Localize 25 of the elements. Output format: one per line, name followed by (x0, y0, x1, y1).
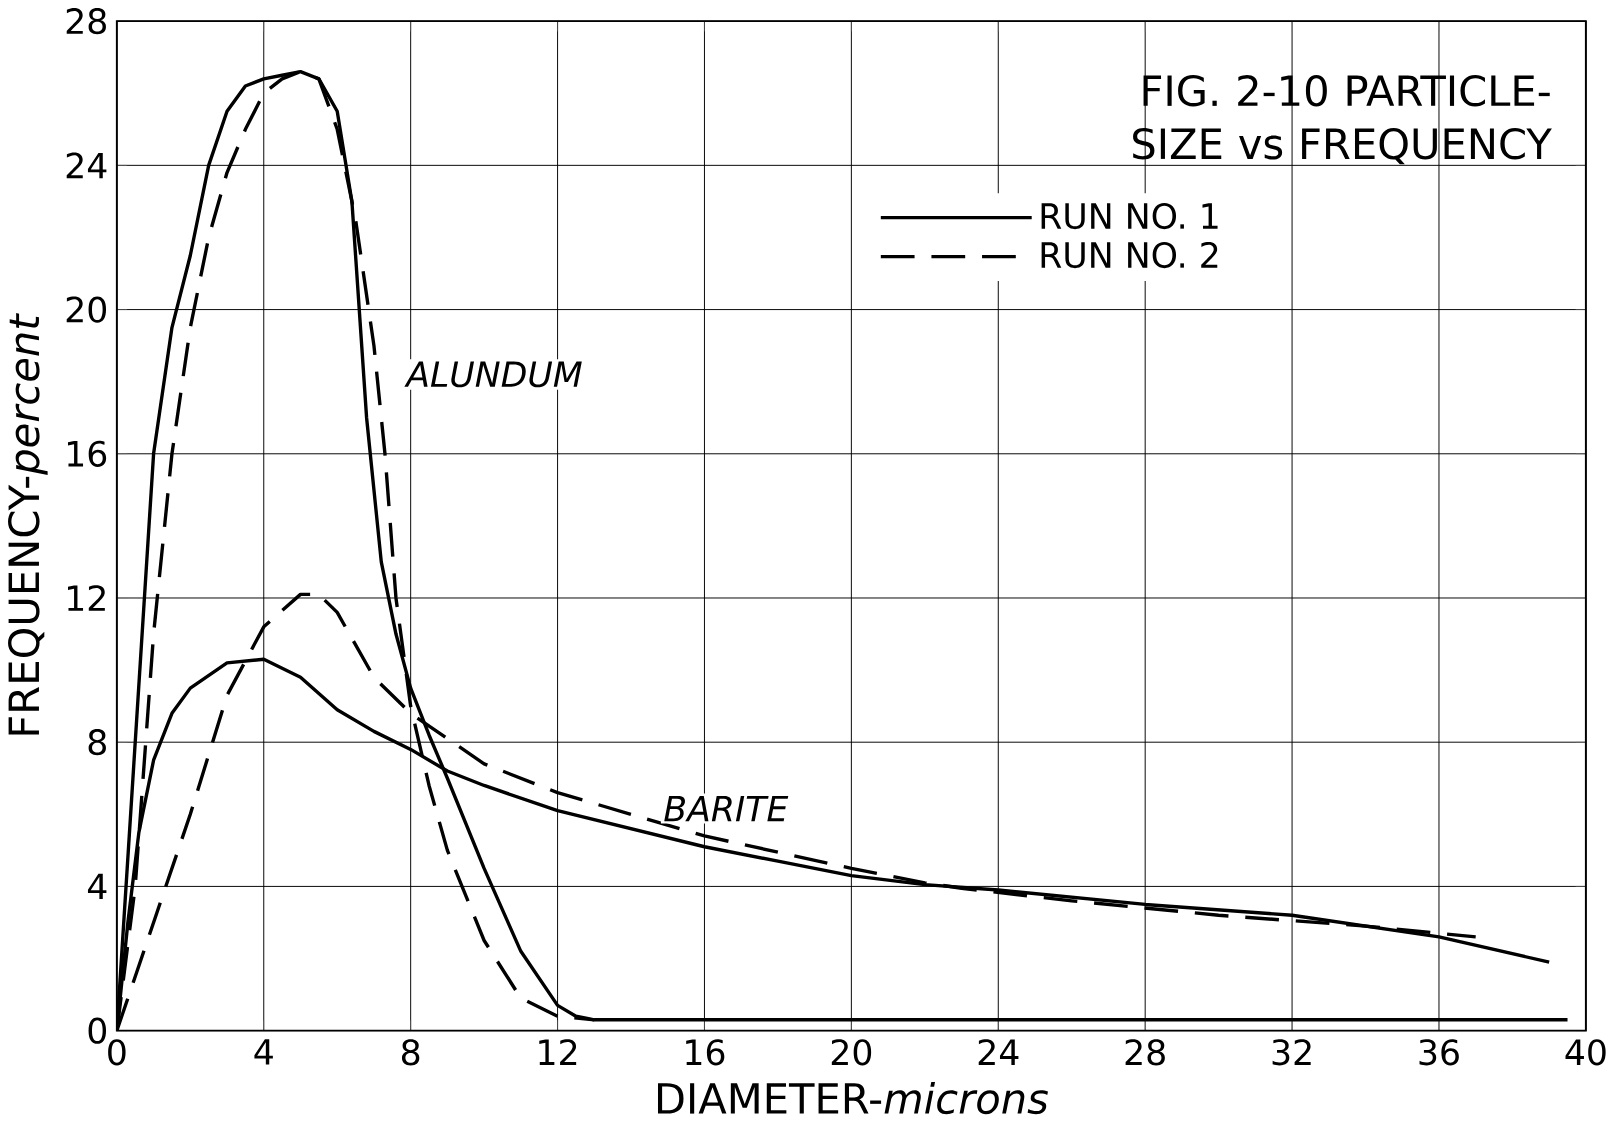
legend-label: RUN NO. 1 (1041, 202, 1218, 230)
x-tick-label: 24 (978, 1039, 1019, 1065)
x-tick-label: 4 (254, 1039, 273, 1065)
x-axis-title: DIAMETER-microns (657, 1081, 1048, 1115)
x-tick-label: 20 (831, 1039, 872, 1066)
x-tick-label: 40 (1565, 1039, 1606, 1066)
y-tick-label: 4 (87, 873, 107, 899)
y-tick-label: 12 (67, 585, 105, 611)
y-axis-title: FREQUENCY-percent (8, 312, 48, 735)
y-tick-label: 20 (66, 296, 107, 323)
y-tick-label: 28 (66, 7, 106, 35)
y-tick-label: 8 (88, 728, 106, 756)
x-tick-label: 0 (108, 1039, 126, 1066)
x-tick-label: 8 (401, 1039, 420, 1066)
x-tick-label: 12 (539, 1039, 577, 1065)
x-tick-label: 36 (1419, 1039, 1459, 1066)
annotation: BARITE (664, 795, 789, 822)
legend-label: RUN NO. 2 (1041, 241, 1218, 269)
y-tick-label: 24 (66, 152, 107, 179)
annotation: ALUNDUM (404, 361, 582, 388)
y-tick-label: 16 (67, 440, 107, 467)
x-tick-label: 32 (1272, 1039, 1311, 1066)
y-tick-label: 0 (88, 1017, 107, 1044)
x-tick-label: 16 (686, 1039, 725, 1066)
x-tick-label: 28 (1125, 1039, 1165, 1066)
